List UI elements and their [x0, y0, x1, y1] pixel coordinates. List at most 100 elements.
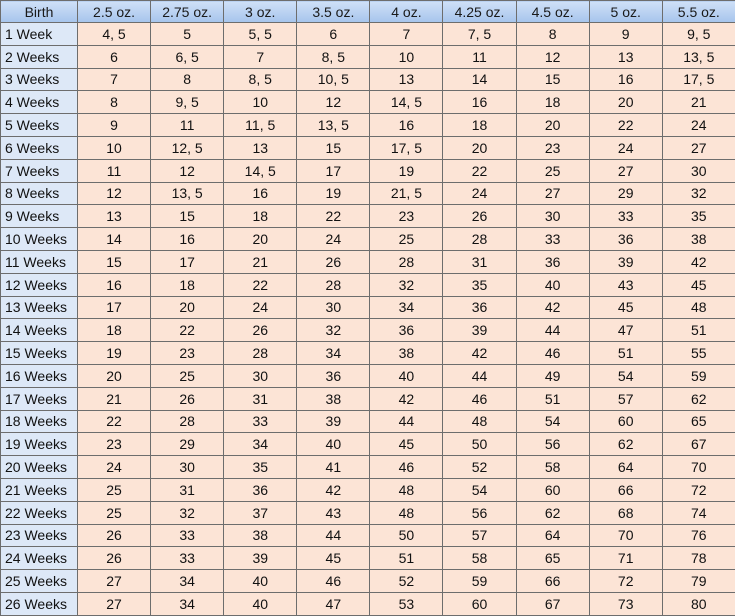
table-cell: 14 — [442, 67, 517, 92]
table-cell: 28 — [296, 272, 371, 297]
table-cell: 8 — [76, 90, 152, 115]
column-header: 4 oz. — [369, 0, 444, 23]
table-cell: 10 — [76, 135, 152, 160]
row-label: 3 Weeks — [0, 67, 78, 92]
row-label: 25 Weeks — [0, 569, 78, 593]
table-row: 12 Weeks 16 18 22 28 32 35 40 43 45 — [0, 272, 735, 297]
row-label: 16 Weeks — [0, 363, 78, 388]
table-cell: 72 — [588, 569, 663, 593]
table-cell: 15 — [515, 67, 590, 92]
table-cell: 50 — [442, 432, 517, 457]
table-cell: 64 — [515, 523, 590, 548]
table-cell: 29 — [150, 432, 225, 457]
table-cell: 67 — [515, 591, 590, 616]
table-cell: 21 — [223, 249, 298, 274]
table-cell: 46 — [369, 455, 444, 479]
table-cell: 46 — [296, 569, 371, 593]
table-cell: 35 — [661, 204, 735, 229]
table-cell: 34 — [150, 591, 225, 616]
table-cell: 22 — [223, 272, 298, 297]
table-cell: 68 — [588, 500, 663, 525]
table-cell: 53 — [369, 591, 444, 616]
table-cell: 16 — [76, 272, 152, 297]
table-cell: 25 — [369, 227, 444, 251]
table-row: 16 Weeks 20 25 30 36 40 44 49 54 59 — [0, 363, 735, 388]
table-cell: 42 — [515, 295, 590, 320]
table-cell: 16 — [588, 67, 663, 92]
table-cell: 7, 5 — [442, 22, 517, 46]
table-cell: 7 — [223, 44, 298, 69]
table-cell: 54 — [515, 409, 590, 434]
table-cell: 42 — [442, 341, 517, 365]
table-cell: 40 — [369, 363, 444, 388]
table-cell: 11 — [442, 44, 517, 69]
table-cell: 60 — [588, 409, 663, 434]
column-header: 3 oz. — [223, 0, 298, 23]
row-label: 14 Weeks — [0, 318, 78, 343]
table-cell: 54 — [442, 477, 517, 502]
table-cell: 20 — [223, 227, 298, 251]
table-header: Birth 2.5 oz. 2.75 oz. 3 oz. 3.5 oz. 4 oz. 4.2… — [0, 0, 735, 23]
table-cell: 14 — [76, 227, 152, 251]
table-cell: 15 — [296, 135, 371, 160]
table-cell: 16 — [442, 90, 517, 115]
table-cell: 24 — [76, 455, 152, 479]
table-cell: 12 — [515, 44, 590, 69]
table-cell: 51 — [588, 341, 663, 365]
table-cell: 47 — [588, 318, 663, 343]
table-cell: 18 — [442, 113, 517, 137]
table-cell: 70 — [588, 523, 663, 548]
table-cell: 35 — [442, 272, 517, 297]
column-header: 5.5 oz. — [661, 0, 735, 23]
table-cell: 26 — [442, 204, 517, 229]
table-cell: 30 — [661, 158, 735, 183]
table-row: 15 Weeks 19 23 28 34 38 42 46 51 55 — [0, 341, 735, 365]
table-cell: 20 — [76, 363, 152, 388]
table-cell: 22 — [76, 409, 152, 434]
row-label: 1 Week — [0, 22, 78, 46]
table-cell: 13 — [369, 67, 444, 92]
table-cell: 15 — [150, 204, 225, 229]
table-cell: 56 — [515, 432, 590, 457]
table-cell: 48 — [369, 500, 444, 525]
table-cell: 15 — [76, 249, 152, 274]
table-cell: 36 — [369, 318, 444, 343]
table-cell: 21 — [76, 386, 152, 411]
table-cell: 18 — [76, 318, 152, 343]
table-cell: 38 — [223, 523, 298, 548]
row-label: 8 Weeks — [0, 181, 78, 206]
table-cell: 17 — [150, 249, 225, 274]
row-label: 17 Weeks — [0, 386, 78, 411]
table-cell: 49 — [515, 363, 590, 388]
table-cell: 6, 5 — [150, 44, 225, 69]
table-cell: 5, 5 — [223, 22, 298, 46]
table-cell: 28 — [442, 227, 517, 251]
table-cell: 26 — [76, 523, 152, 548]
table-cell: 37 — [223, 500, 298, 525]
table-cell: 32 — [296, 318, 371, 343]
table-cell: 10 — [223, 90, 298, 115]
column-header: 4.5 oz. — [515, 0, 590, 23]
table-row: 5 Weeks 9 11 11, 5 13, 5 16 18 20 22 24 — [0, 113, 735, 137]
table-cell: 26 — [296, 249, 371, 274]
table-row: 13 Weeks 17 20 24 30 34 36 42 45 48 — [0, 295, 735, 320]
table-cell: 17, 5 — [369, 135, 444, 160]
table-cell: 67 — [661, 432, 735, 457]
table-cell: 27 — [76, 569, 152, 593]
table-row: 24 Weeks 26 33 39 45 51 58 65 71 78 — [0, 546, 735, 571]
table-cell: 12, 5 — [150, 135, 225, 160]
table-cell: 66 — [515, 569, 590, 593]
row-label: 22 Weeks — [0, 500, 78, 525]
table-cell: 27 — [588, 158, 663, 183]
table-cell: 22 — [588, 113, 663, 137]
table-cell: 5 — [150, 22, 225, 46]
table-cell: 39 — [588, 249, 663, 274]
table-cell: 4, 5 — [76, 22, 152, 46]
table-cell: 36 — [442, 295, 517, 320]
table-cell: 20 — [515, 113, 590, 137]
table-cell: 54 — [588, 363, 663, 388]
table-cell: 55 — [661, 341, 735, 365]
table-cell: 39 — [442, 318, 517, 343]
